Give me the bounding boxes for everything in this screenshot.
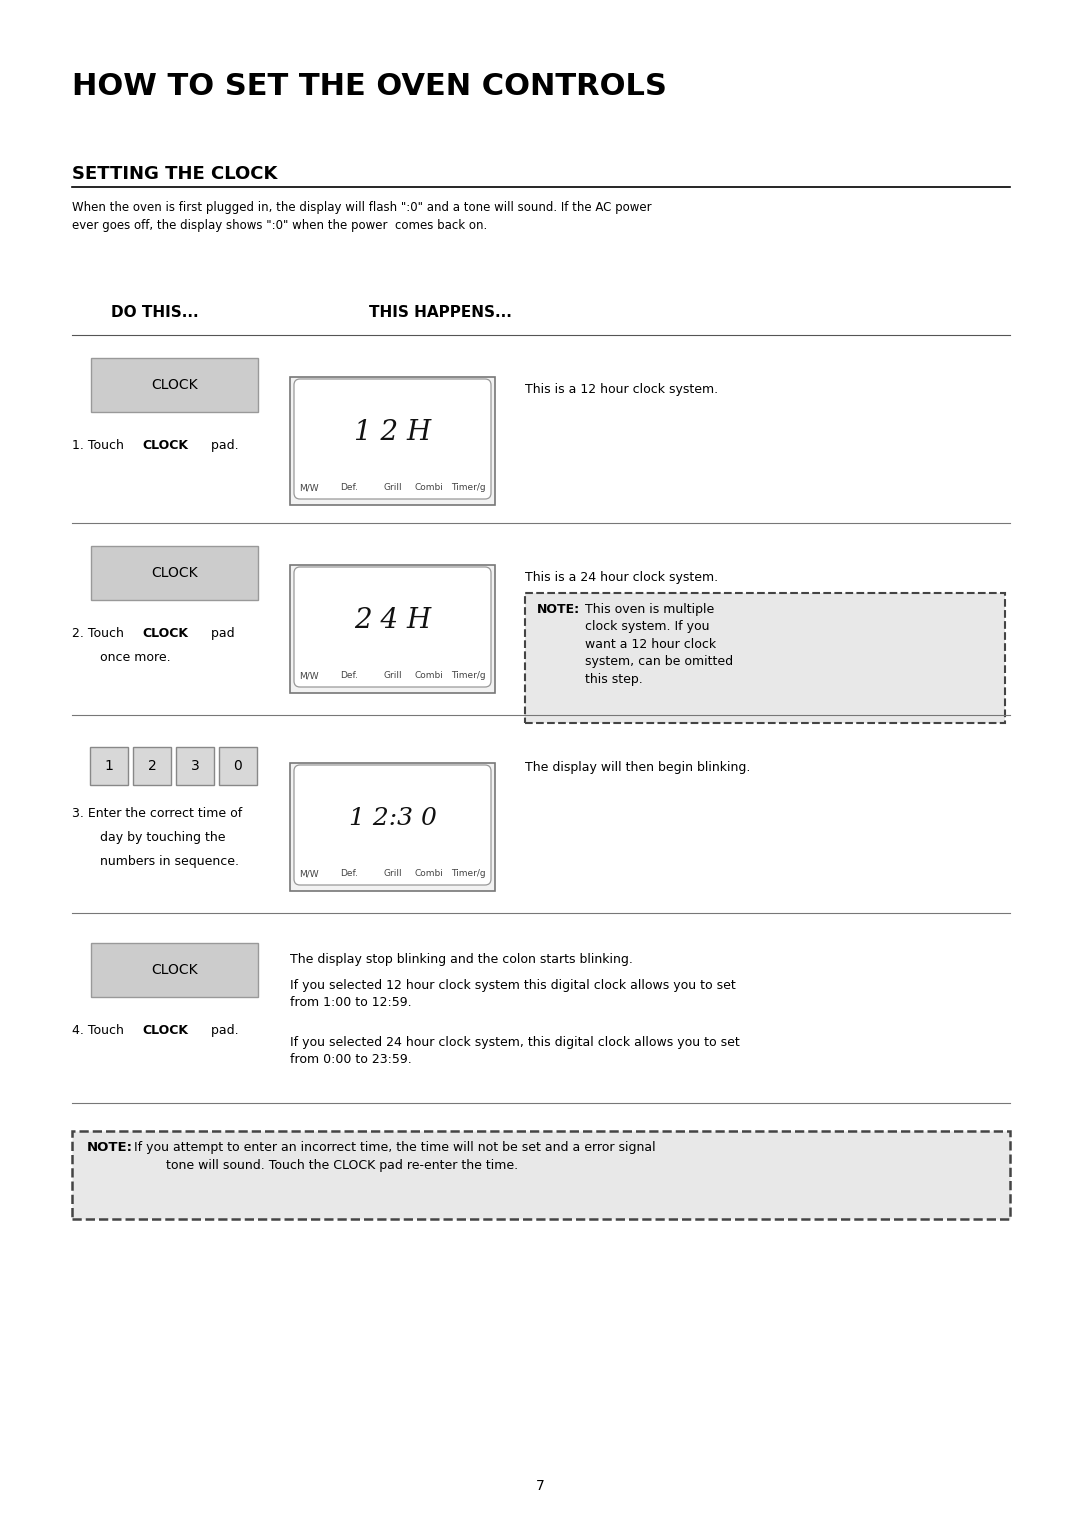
Text: SETTING THE CLOCK: SETTING THE CLOCK <box>72 165 278 183</box>
Text: The display stop blinking and the colon starts blinking.: The display stop blinking and the colon … <box>291 953 633 966</box>
Bar <box>176 747 214 785</box>
Text: Timer/g: Timer/g <box>451 671 486 680</box>
Text: Def.: Def. <box>340 483 359 492</box>
Text: once more.: once more. <box>100 651 171 665</box>
Bar <box>133 747 171 785</box>
Text: Grill: Grill <box>383 671 402 680</box>
Text: 2 4 H: 2 4 H <box>354 607 431 634</box>
Text: 3. Enter the correct time of: 3. Enter the correct time of <box>72 807 242 821</box>
Text: CLOCK: CLOCK <box>151 963 198 976</box>
Text: If you selected 24 hour clock system, this digital clock allows you to set
from : If you selected 24 hour clock system, th… <box>291 1036 740 1067</box>
Text: CLOCK: CLOCK <box>151 377 198 393</box>
Text: CLOCK: CLOCK <box>141 439 188 452</box>
Text: NOTE:: NOTE: <box>87 1141 133 1154</box>
Text: 7: 7 <box>536 1479 544 1493</box>
Text: CLOCK: CLOCK <box>141 626 188 640</box>
Bar <box>291 762 495 891</box>
Text: DO THIS...: DO THIS... <box>111 306 199 319</box>
FancyBboxPatch shape <box>91 943 258 996</box>
Text: 1 2 H: 1 2 H <box>354 419 431 446</box>
Text: This oven is multiple
clock system. If you
want a 12 hour clock
system, can be o: This oven is multiple clock system. If y… <box>585 604 733 686</box>
Text: If you attempt to enter an incorrect time, the time will not be set and a error : If you attempt to enter an incorrect tim… <box>134 1141 656 1172</box>
FancyBboxPatch shape <box>294 379 491 500</box>
Text: NOTE:: NOTE: <box>537 604 580 616</box>
Text: Def.: Def. <box>340 869 359 879</box>
Text: day by touching the: day by touching the <box>100 831 226 843</box>
Text: When the oven is first plugged in, the display will flash ":0" and a tone will s: When the oven is first plugged in, the d… <box>72 202 651 232</box>
Text: Timer/g: Timer/g <box>451 483 486 492</box>
Bar <box>525 593 1005 723</box>
Text: CLOCK: CLOCK <box>151 565 198 581</box>
Text: pad: pad <box>207 626 234 640</box>
Text: Timer/g: Timer/g <box>451 869 486 879</box>
Text: Def.: Def. <box>340 671 359 680</box>
Bar <box>291 377 495 504</box>
Text: Combi: Combi <box>415 671 444 680</box>
Text: M/W: M/W <box>299 869 319 879</box>
Text: pad.: pad. <box>207 439 239 452</box>
FancyBboxPatch shape <box>294 766 491 885</box>
Text: Grill: Grill <box>383 869 402 879</box>
Text: THIS HAPPENS...: THIS HAPPENS... <box>368 306 512 319</box>
Text: This is a 24 hour clock system.: This is a 24 hour clock system. <box>525 571 718 584</box>
Text: This is a 12 hour clock system.: This is a 12 hour clock system. <box>525 384 718 396</box>
Text: If you selected 12 hour clock system this digital clock allows you to set
from 1: If you selected 12 hour clock system thi… <box>291 979 735 1010</box>
FancyBboxPatch shape <box>91 358 258 413</box>
Text: 1 2:3 0: 1 2:3 0 <box>349 807 436 830</box>
Text: pad.: pad. <box>207 1024 239 1038</box>
Text: HOW TO SET THE OVEN CONTROLS: HOW TO SET THE OVEN CONTROLS <box>72 72 666 101</box>
FancyBboxPatch shape <box>91 545 258 601</box>
Text: numbers in sequence.: numbers in sequence. <box>100 856 239 868</box>
Text: 2: 2 <box>148 759 157 773</box>
FancyBboxPatch shape <box>294 567 491 688</box>
Text: M/W: M/W <box>299 483 319 492</box>
Text: CLOCK: CLOCK <box>141 1024 188 1038</box>
Text: 0: 0 <box>233 759 242 773</box>
Bar <box>291 565 495 694</box>
Text: The display will then begin blinking.: The display will then begin blinking. <box>525 761 751 775</box>
Text: 3: 3 <box>191 759 200 773</box>
Bar <box>72 1131 1010 1219</box>
Text: 2. Touch: 2. Touch <box>72 626 127 640</box>
Text: 4. Touch: 4. Touch <box>72 1024 127 1038</box>
Bar <box>90 747 129 785</box>
Text: Grill: Grill <box>383 483 402 492</box>
Text: 1: 1 <box>105 759 113 773</box>
Text: Combi: Combi <box>415 483 444 492</box>
Text: 1. Touch: 1. Touch <box>72 439 127 452</box>
Text: Combi: Combi <box>415 869 444 879</box>
Bar <box>219 747 257 785</box>
Text: M/W: M/W <box>299 671 319 680</box>
